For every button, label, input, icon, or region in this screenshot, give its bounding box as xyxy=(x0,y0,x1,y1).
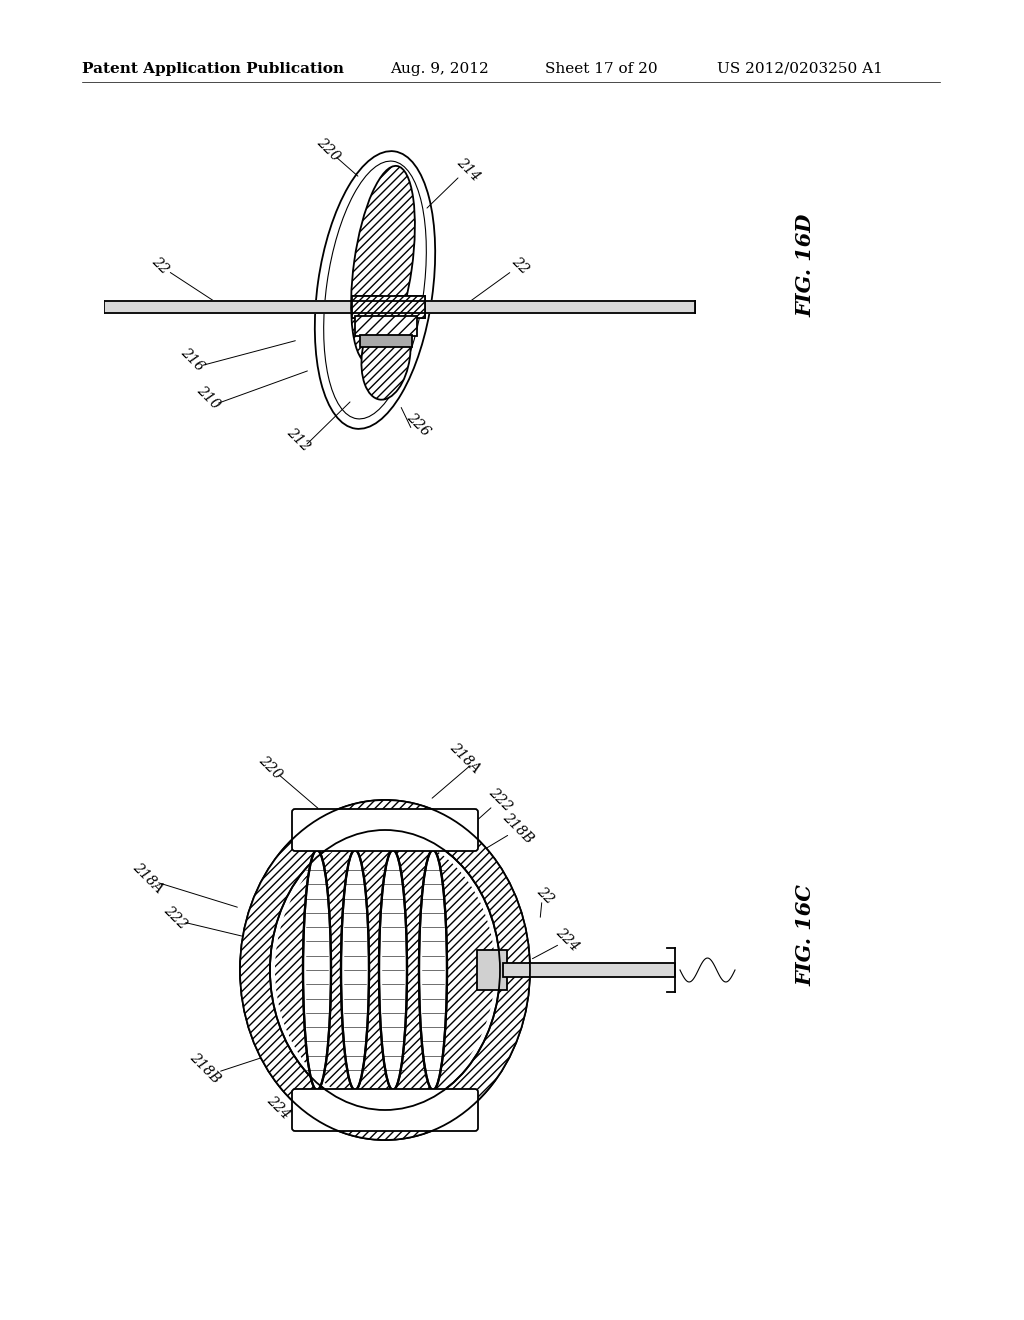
Text: 216: 216 xyxy=(177,346,207,375)
Text: 218B: 218B xyxy=(500,810,536,846)
Text: 22: 22 xyxy=(509,253,531,276)
Bar xyxy=(105,300,695,314)
Ellipse shape xyxy=(419,850,447,1090)
Ellipse shape xyxy=(240,800,530,1140)
Text: 212: 212 xyxy=(284,425,312,454)
Text: Sheet 17 of 20: Sheet 17 of 20 xyxy=(545,62,657,77)
Text: 220: 220 xyxy=(313,136,342,165)
Text: 224: 224 xyxy=(553,925,582,954)
Bar xyxy=(395,296,425,318)
Text: 22: 22 xyxy=(367,1106,389,1129)
Text: 22: 22 xyxy=(534,884,556,907)
Text: 214: 214 xyxy=(454,156,482,185)
Text: FIG. 16C: FIG. 16C xyxy=(795,884,815,986)
Text: 226: 226 xyxy=(317,1104,346,1133)
Bar xyxy=(355,315,417,337)
Text: 210: 210 xyxy=(194,384,222,412)
Text: Aug. 9, 2012: Aug. 9, 2012 xyxy=(390,62,488,77)
Text: 218B: 218B xyxy=(187,1049,223,1086)
Ellipse shape xyxy=(270,830,500,1110)
Ellipse shape xyxy=(361,310,411,400)
Bar xyxy=(352,296,382,318)
Bar xyxy=(105,301,695,313)
Text: Patent Application Publication: Patent Application Publication xyxy=(82,62,344,77)
Ellipse shape xyxy=(240,800,530,1140)
Ellipse shape xyxy=(379,850,407,1090)
Text: 222: 222 xyxy=(161,904,189,932)
Text: 218A: 218A xyxy=(130,861,166,896)
Text: FIG. 16D: FIG. 16D xyxy=(795,214,815,317)
Ellipse shape xyxy=(314,150,435,429)
Text: 218A: 218A xyxy=(447,741,483,776)
Text: 226: 226 xyxy=(403,411,432,440)
Ellipse shape xyxy=(351,166,415,364)
Ellipse shape xyxy=(275,836,495,1105)
Ellipse shape xyxy=(303,850,331,1090)
Text: US 2012/0203250 A1: US 2012/0203250 A1 xyxy=(717,62,883,77)
Bar xyxy=(352,296,425,318)
Text: 220: 220 xyxy=(256,754,285,783)
Ellipse shape xyxy=(324,161,426,418)
FancyBboxPatch shape xyxy=(292,809,478,851)
Bar xyxy=(360,335,412,347)
FancyBboxPatch shape xyxy=(292,1089,478,1131)
Text: 212: 212 xyxy=(400,1101,429,1130)
Bar xyxy=(503,964,675,977)
Text: 22: 22 xyxy=(148,253,171,276)
Text: 224: 224 xyxy=(263,1094,293,1122)
Text: 222: 222 xyxy=(485,785,514,814)
Ellipse shape xyxy=(341,850,369,1090)
Bar xyxy=(477,950,507,990)
